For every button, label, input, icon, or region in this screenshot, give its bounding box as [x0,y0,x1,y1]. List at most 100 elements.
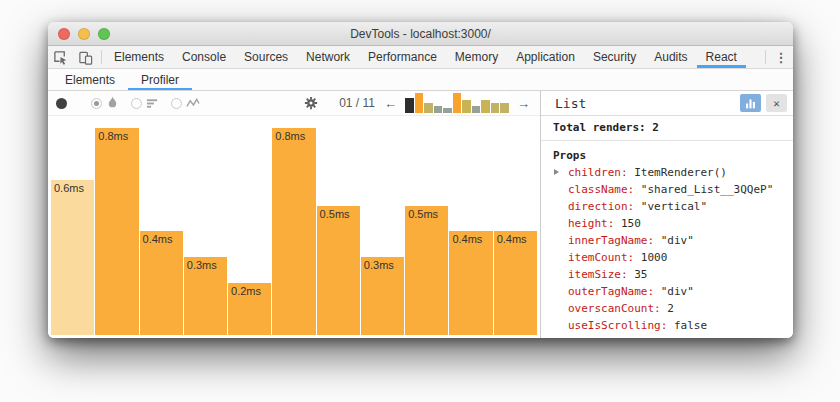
commit-bar-9[interactable]: 0.5ms [405,206,448,335]
prop-name: outerTagName: [568,285,654,298]
inspect-element-button[interactable] [48,46,73,68]
snapshot-position-label: 01 / 11 [337,96,377,110]
tab-security[interactable]: Security [584,46,645,68]
commit-duration-label: 0.4ms [143,233,173,245]
radio-selected-icon [91,98,102,109]
close-window-button[interactable] [58,28,70,40]
commit-bar-2[interactable]: 0.8ms [95,128,138,335]
mini-snapshot-bar-3[interactable] [424,103,433,113]
props-section-header: Props [541,141,793,164]
mini-snapshot-bar-8[interactable] [472,106,481,113]
prop-row-className: className: "shared_List__3QQeP" [541,181,793,198]
commit-bar-7[interactable]: 0.5ms [317,206,360,335]
window-title: DevTools - localhost:3000/ [48,27,793,41]
mini-snapshot-bar-6[interactable] [453,93,462,113]
profiler-toolbar: 01 / 11 ← → [48,91,540,116]
gear-icon [304,96,318,110]
tab-performance[interactable]: Performance [359,46,446,68]
commit-bar-5[interactable]: 0.2ms [228,283,271,335]
toolbar-divider [765,50,766,64]
props-list: children: ItemRenderer()className: "shar… [541,164,793,338]
mini-snapshot-bar-4[interactable] [434,106,443,113]
mini-snapshot-bar-2[interactable] [415,93,424,113]
prop-name: useIsScrolling: [568,319,667,332]
total-renders-label: Total renders: [553,121,646,134]
tab-react[interactable]: React [697,46,746,68]
radio-unselected-icon [171,98,182,109]
tab-network[interactable]: Network [297,46,359,68]
render-chart-toggle-button[interactable] [740,94,761,112]
bar-chart-icon [744,97,757,110]
commit-duration-label: 0.2ms [231,285,261,297]
tab-elements[interactable]: Elements [105,46,173,68]
prop-value: "vertical" [634,200,707,213]
mini-snapshot-bar-9[interactable] [481,100,490,113]
prev-snapshot-button[interactable]: ← [382,96,399,111]
commit-bar-4[interactable]: 0.3ms [184,257,227,335]
radio-unselected-icon [131,98,142,109]
record-button[interactable] [56,98,67,109]
inspect-element-icon [53,50,68,65]
commit-bar-3[interactable]: 0.4ms [140,231,183,335]
commit-duration-chart: 0.6ms0.8ms0.4ms0.3ms0.2ms0.8ms0.5ms0.3ms… [48,116,540,338]
react-tab-elements[interactable]: Elements [52,69,128,90]
mini-snapshot-bar-1[interactable] [405,98,414,113]
prop-row-itemCount: itemCount: 1000 [541,249,793,266]
close-details-button[interactable]: ✕ [766,94,787,112]
prop-name: itemSize: [568,268,628,281]
mini-snapshot-bar-5[interactable] [443,108,452,113]
settings-button[interactable] [302,96,320,110]
prop-value: "div" [654,285,694,298]
window-titlebar: DevTools - localhost:3000/ [48,22,793,46]
ranked-view-radio[interactable] [131,97,159,110]
mini-snapshot-bar-7[interactable] [462,100,471,113]
commit-duration-label: 0.4ms [497,233,527,245]
next-snapshot-button[interactable]: → [515,96,532,111]
prop-row-direction: direction: "vertical" [541,198,793,215]
prop-row-overscanCount: overscanCount: 2 [541,300,793,317]
expand-triangle-icon[interactable] [554,169,559,175]
details-header: List ✕ [541,91,793,116]
snapshot-selector-minichart[interactable] [404,92,510,114]
tab-application[interactable]: Application [507,46,584,68]
profiler-content: 01 / 11 ← → 0.6ms 0.8ms 0.4ms 0.3ms 0.2ms 0.8… [48,91,793,338]
prop-row-height: height: 150 [541,215,793,232]
more-options-button[interactable]: ⋮ [769,46,793,68]
commit-duration-label: 0.8ms [98,130,128,142]
device-toolbar-button[interactable] [73,46,98,68]
mini-snapshot-bar-10[interactable] [491,103,500,113]
commit-duration-label: 0.4ms [452,233,482,245]
prop-value: "div" [654,234,694,247]
commit-bar-10[interactable]: 0.4ms [449,231,492,335]
commit-duration-label: 0.3ms [187,259,217,271]
prop-row-useIsScrolling: useIsScrolling: false [541,317,793,334]
prop-row-children[interactable]: children: ItemRenderer() [541,164,793,181]
mini-snapshot-bar-11[interactable] [500,103,509,113]
commit-bar-6[interactable]: 0.8ms [272,128,315,335]
profiler-main-pane: 01 / 11 ← → 0.6ms 0.8ms 0.4ms 0.3ms 0.2ms 0.8… [48,91,540,338]
commit-duration-label: 0.6ms [54,182,84,194]
tab-console[interactable]: Console [173,46,235,68]
prop-value: "shared_List__3QQeP" [634,183,773,196]
flamegraph-view-radio[interactable] [91,96,119,110]
tab-audits[interactable]: Audits [645,46,696,68]
minimize-window-button[interactable] [78,28,90,40]
prop-value: 150 [614,217,641,230]
commit-bar-8[interactable]: 0.3ms [361,257,404,335]
commit-duration-label: 0.5ms [408,208,438,220]
tab-sources[interactable]: Sources [235,46,297,68]
prop-name: className: [568,183,634,196]
selected-component-name: List [555,96,586,111]
interactions-view-radio[interactable] [171,97,200,110]
prop-value: ItemRenderer() [628,166,727,179]
prop-value: 300 [608,336,635,338]
tab-memory[interactable]: Memory [446,46,507,68]
flame-icon [106,96,119,110]
commit-bar-1[interactable]: 0.6ms [51,180,94,335]
commit-bar-11[interactable]: 0.4ms [494,231,537,335]
prop-value: 2 [661,302,674,315]
prop-row-width: width: 300 [541,334,793,338]
zoom-window-button[interactable] [98,28,110,40]
total-renders-row: Total renders: 2 [541,116,793,141]
react-tab-profiler[interactable]: Profiler [128,69,192,90]
